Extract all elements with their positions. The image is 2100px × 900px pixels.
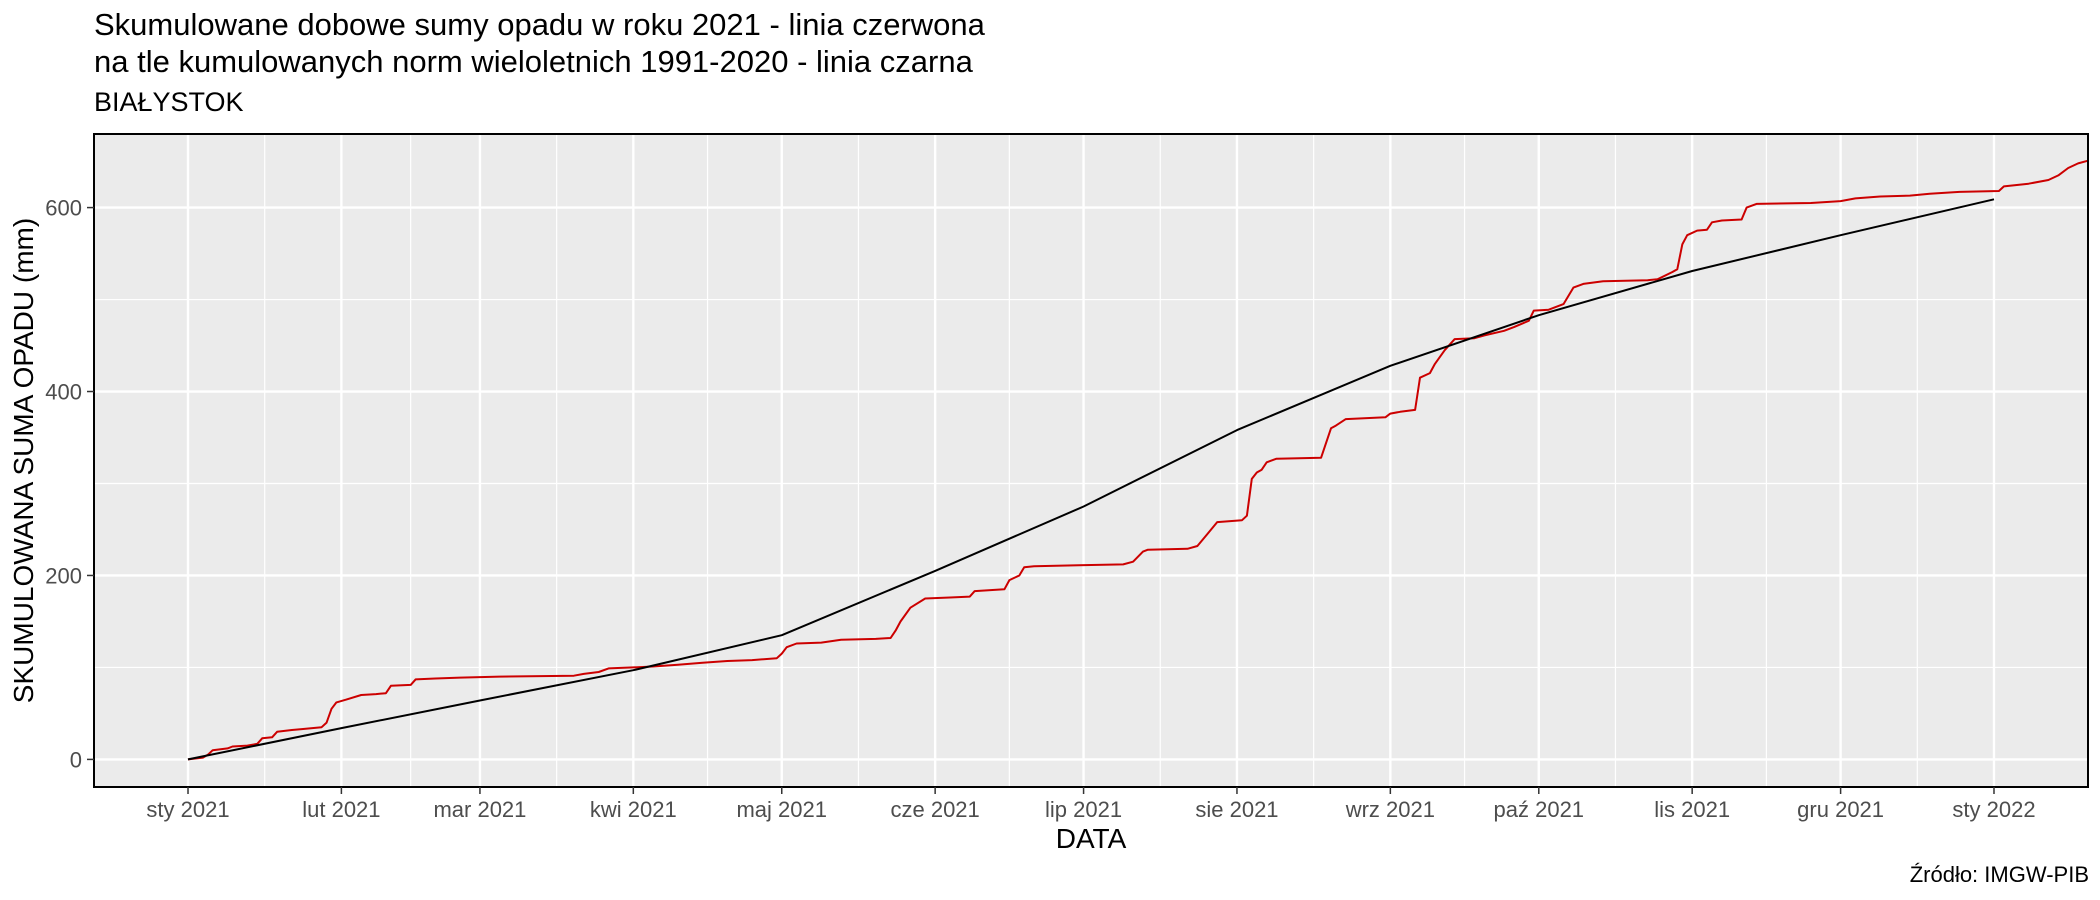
y-tick-label: 200 xyxy=(45,563,82,588)
chart-title-block: Skumulowane dobowe sumy opadu w roku 202… xyxy=(94,6,985,120)
series-layer xyxy=(187,159,2089,761)
x-tick-label: gru 2021 xyxy=(1797,797,1884,822)
x-tick-label: sie 2021 xyxy=(1195,797,1278,822)
chart-subtitle: BIAŁYSTOK xyxy=(94,87,244,117)
x-tick-label: wrz 2021 xyxy=(1345,797,1435,822)
source-caption: Źródło: IMGW-PIB xyxy=(1909,862,2089,887)
x-tick-label: maj 2021 xyxy=(736,797,827,822)
series-line-2021-precipitation xyxy=(187,159,2089,761)
minor-gridlines xyxy=(94,134,2088,787)
x-axis: sty 2021 lut 2021 mar 2021 kwi 2021 maj 2021… xyxy=(146,787,2036,822)
x-tick-label: lut 2021 xyxy=(302,797,380,822)
x-tick-label: lis 2021 xyxy=(1654,797,1730,822)
x-tick-label: sty 2022 xyxy=(1952,797,2035,822)
series-line-norm-1991-2020 xyxy=(187,198,1995,761)
plot-panel xyxy=(94,134,2088,787)
y-axis-title: SKUMULOWANA SUMA OPADU (mm) xyxy=(8,218,39,703)
x-axis-title: DATA xyxy=(1056,823,1127,854)
y-tick-label: 600 xyxy=(45,196,82,221)
y-axis: 0 200 400 600 xyxy=(45,196,94,772)
y-tick-label: 400 xyxy=(45,380,82,405)
major-gridlines xyxy=(94,134,2088,787)
x-tick-label: mar 2021 xyxy=(433,797,526,822)
y-tick-label: 0 xyxy=(70,747,82,772)
x-tick-label: kwi 2021 xyxy=(590,797,677,822)
x-tick-label: cze 2021 xyxy=(890,797,979,822)
plot-border xyxy=(93,133,2089,788)
chart-title-line-2: na tle kumulowanych norm wieloletnich 19… xyxy=(94,44,973,79)
x-tick-label: sty 2021 xyxy=(146,797,229,822)
x-tick-label: paź 2021 xyxy=(1494,797,1585,822)
x-tick-label: lip 2021 xyxy=(1045,797,1122,822)
chart-title-line-1: Skumulowane dobowe sumy opadu w roku 202… xyxy=(94,7,985,42)
